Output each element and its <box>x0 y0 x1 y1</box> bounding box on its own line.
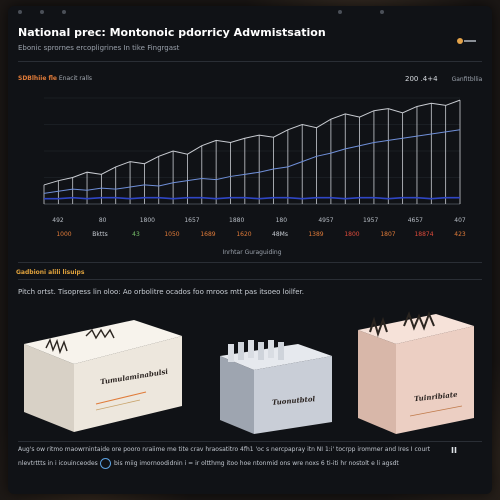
window-dot-icon <box>18 10 22 14</box>
chart-value-label: 1807 <box>380 231 395 238</box>
header-divider <box>18 61 482 62</box>
chart-tick-label: 4957 <box>318 217 333 224</box>
footer-divider <box>18 441 482 442</box>
chart-header-right: 200 .4+4 Ganfitbllia <box>405 75 482 83</box>
dashboard-panel: National prec: Montonoic pdorricy Adwmis… <box>8 6 492 494</box>
window-dot-icon <box>62 10 66 14</box>
toggle-track <box>464 40 476 42</box>
info-icon[interactable] <box>100 458 111 469</box>
product-box-3: Tuinribiate <box>350 306 488 442</box>
chart-divider <box>18 262 482 263</box>
chart-tick-label: 1880 <box>229 217 244 224</box>
chart-value-label: 43 <box>132 231 140 238</box>
chart-value-label: 1389 <box>308 231 323 238</box>
toggle-icon[interactable] <box>455 36 477 46</box>
page-title: National prec: Montonoic pdorricy Adwmis… <box>18 26 326 39</box>
chart-tick-label: 1657 <box>184 217 199 224</box>
page-subtitle: Ebonic sprornes ercopligrines In tike Fi… <box>18 44 180 52</box>
chart-tick-label: 4657 <box>408 217 423 224</box>
chart-series-line <box>43 129 461 194</box>
chart-header-value: 200 .4+4 <box>405 75 438 83</box>
chart-value-label: 1689 <box>200 231 215 238</box>
window-topbar <box>8 6 492 18</box>
chart-value-label: 1620 <box>236 231 251 238</box>
chart-tick-label: 180 <box>276 217 288 224</box>
product-box-2: Tuonutbtol <box>206 338 338 438</box>
chart-tick-label: 1957 <box>363 217 378 224</box>
footer-mark: II <box>451 446 457 455</box>
chart-tick-label: 492 <box>52 217 64 224</box>
chart-value-label: 1050 <box>164 231 179 238</box>
window-dot-icon <box>380 10 384 14</box>
chart-value-label: 423 <box>454 231 466 238</box>
chart-value-label: 1000 <box>56 231 71 238</box>
chart-tick-label: 1800 <box>140 217 155 224</box>
section-divider <box>18 279 482 280</box>
chart-series-line <box>43 99 461 186</box>
product-box-1: Tumulaminabulsi <box>16 308 186 436</box>
section-text: Pitch ortst. Tisopress lin oloo: Ao orbo… <box>18 288 304 296</box>
chart-series-line <box>44 196 460 200</box>
chart-tick-label: 80 <box>99 217 107 224</box>
chart: 492 80 1800 1657 1880 180 4957 1957 4657 407 1000 B… <box>43 97 466 256</box>
footer-line-1: Aug's ow ritmo maowrnintaide ore pooro n… <box>18 446 431 453</box>
chart-value-label: 48Ms <box>272 231 288 238</box>
chart-value-label: 18874 <box>414 231 433 238</box>
chart-header-text: Enacit ralls <box>58 75 93 82</box>
footer-line-3: bis miig imornoodidnin i = ir oltthmg it… <box>114 460 399 467</box>
box-illustration <box>358 311 474 434</box>
window-dot-icon <box>338 10 342 14</box>
box-illustration <box>220 340 332 434</box>
chart-header-caption: Ganfitbllia <box>451 76 483 83</box>
box-illustration <box>24 320 182 432</box>
chart-header-left: SDBlhiie fle Enacit ralls <box>18 75 92 82</box>
chart-header-accent: SDBlhiie fle <box>18 75 57 82</box>
window-dot-icon <box>40 10 44 14</box>
chart-xlabel: Inrhtar Guraguiding <box>222 249 281 256</box>
toggle-knob <box>457 38 463 44</box>
footer-line-2: nlevtrttts in i icouinceodes <box>18 460 98 467</box>
chart-value-label: 1800 <box>344 231 359 238</box>
section-title: Gadbioni alili lisuips <box>16 269 85 276</box>
chart-value-label: Bktts <box>92 231 107 238</box>
chart-tick-label: 407 <box>454 217 466 224</box>
